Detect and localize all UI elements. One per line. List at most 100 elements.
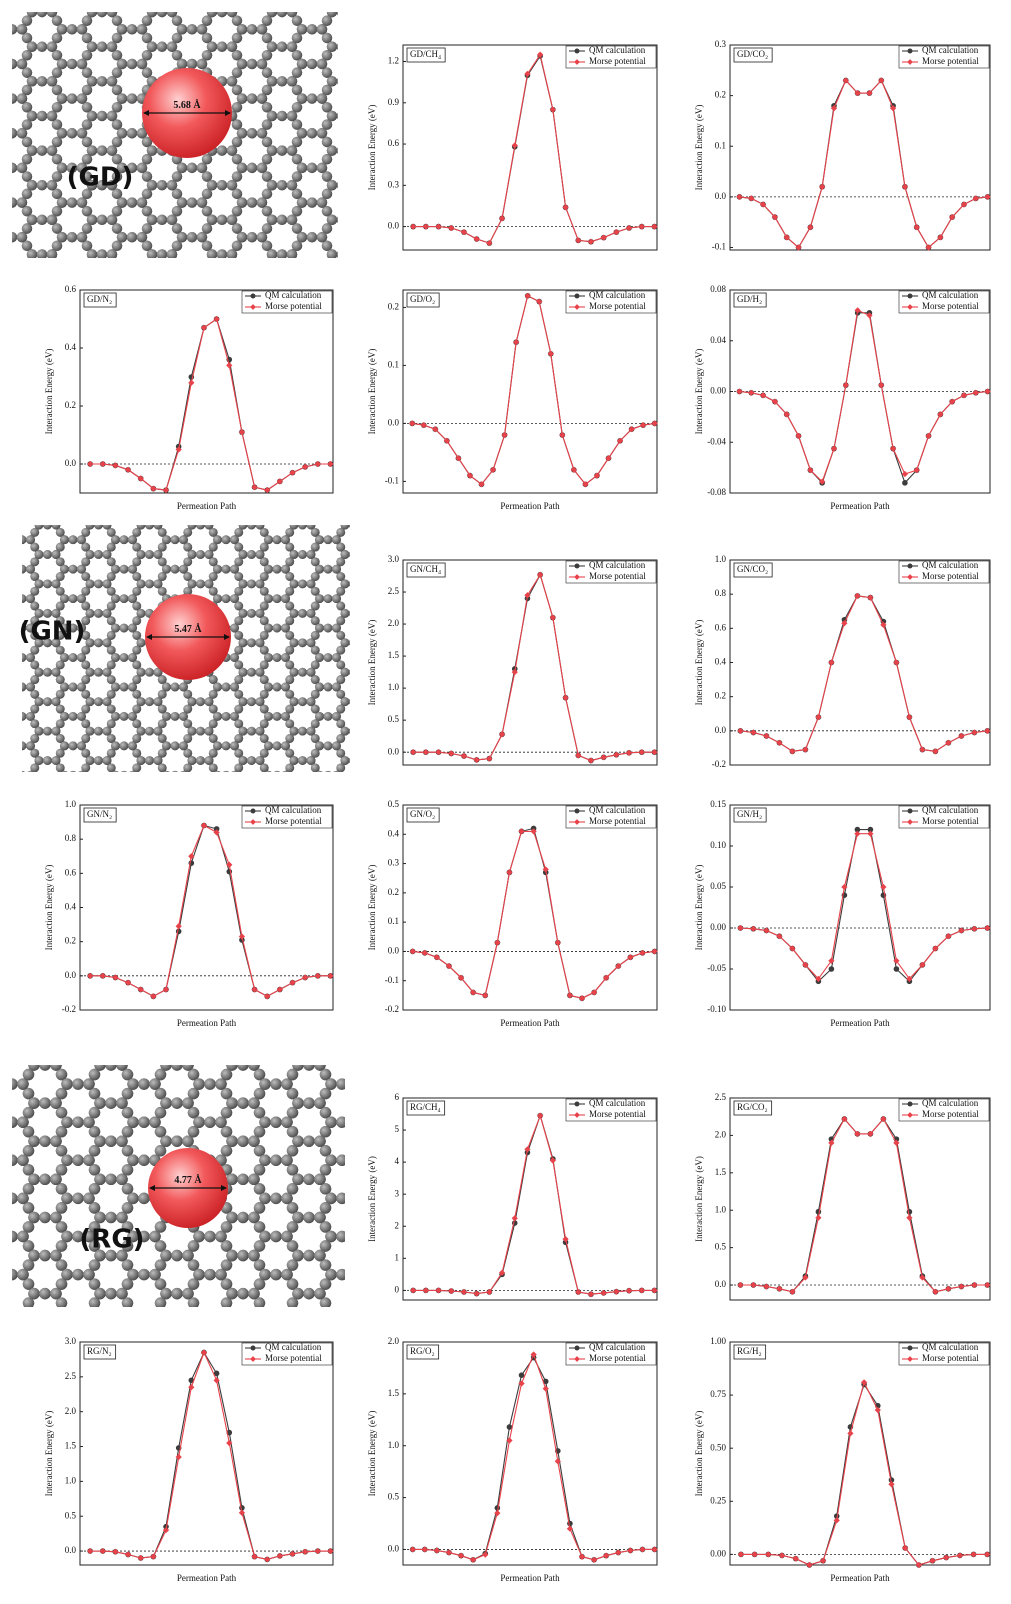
atom [277,319,287,329]
bond [112,306,122,323]
atom [347,284,357,294]
atom [43,668,52,677]
atom [0,521,1,530]
atom [117,267,127,277]
atom [81,498,90,507]
bond [292,272,302,289]
atom [30,764,39,773]
bond [82,306,92,323]
atom [158,572,167,581]
atom [5,690,14,699]
atom [30,528,39,537]
atom [209,484,218,493]
bond [112,289,122,306]
atom [17,301,27,311]
atom [202,275,212,285]
atom [0,33,2,43]
atom [367,232,377,242]
atom [172,206,182,216]
atom [60,535,69,544]
bond [142,289,152,306]
atom [232,293,242,303]
atom [1,697,10,706]
bond [56,790,65,805]
atom [234,602,243,611]
atom [237,267,247,277]
bond [158,775,167,790]
atom [69,535,78,544]
atom [26,506,35,515]
atom [262,275,272,285]
atom [147,41,157,51]
atom [132,498,141,507]
atom [317,336,327,346]
atom [0,310,2,320]
atom [407,145,417,155]
atom [107,41,117,51]
atom [209,778,218,787]
atom [292,85,302,95]
atom [52,786,61,795]
atom [232,310,242,320]
bond [172,289,182,306]
atom [9,771,18,780]
atom [47,180,57,190]
atom [377,128,387,138]
atom [0,275,2,285]
atom [158,528,167,537]
atom [127,197,137,207]
atom [132,557,141,566]
atom [0,232,7,242]
atom [322,206,332,216]
atom [207,284,217,294]
bond [322,306,332,323]
atom [352,241,362,251]
atom [132,764,141,773]
atom [397,249,407,259]
bond [0,272,2,289]
atom [69,653,78,662]
atom [377,163,387,173]
atom [412,85,422,95]
atom [17,197,27,207]
atom [207,284,217,294]
atom [347,76,357,86]
atom [87,249,97,259]
atom [292,258,302,268]
atom [397,319,407,329]
atom [107,319,117,329]
atom [0,59,7,69]
atom [107,498,116,507]
atom [128,771,137,780]
bond [262,272,272,289]
atom [82,33,92,43]
bond [412,272,422,289]
atom [97,249,107,259]
atom [247,267,257,277]
atom [60,683,69,692]
atom [142,310,152,320]
atom [352,67,362,77]
atom [67,267,77,277]
atom [94,727,103,736]
atom [107,484,116,493]
atom [128,771,137,780]
bond [107,496,116,511]
atom [287,111,297,121]
atom [56,587,65,596]
atom [177,197,187,207]
atom [7,336,17,346]
bond [232,306,242,323]
bond [292,0,302,12]
atom [202,345,212,355]
atom [30,484,39,493]
atom [307,163,317,173]
atom [22,275,32,285]
bond [52,289,62,306]
bond [22,289,32,306]
atom [82,206,92,216]
atom [197,267,207,277]
atom [172,33,182,43]
atom [87,353,97,363]
atom [307,197,317,207]
